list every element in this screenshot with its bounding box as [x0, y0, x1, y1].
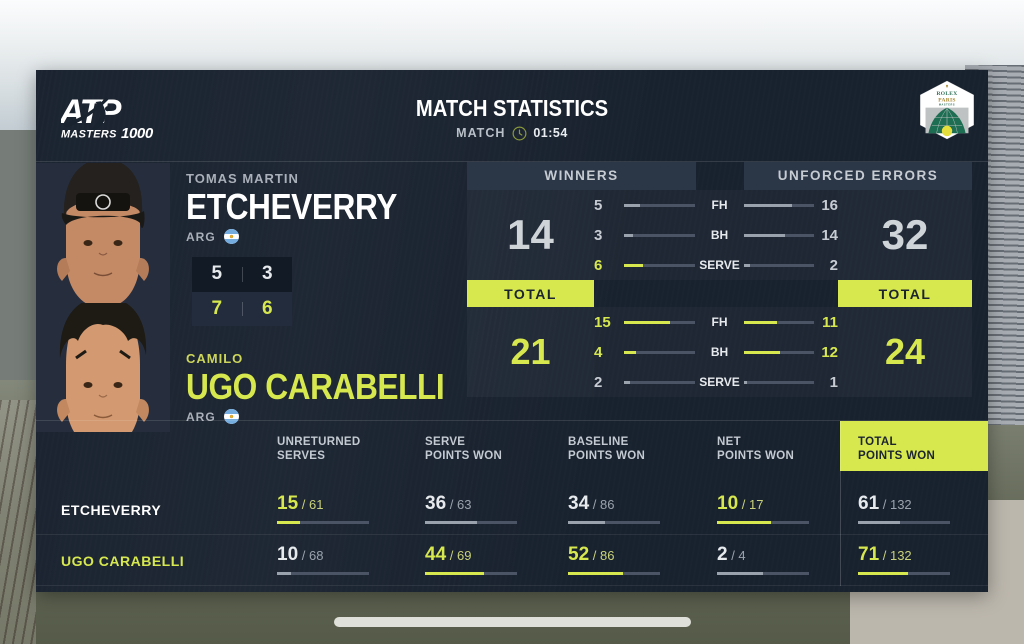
- svg-text:ROLEX: ROLEX: [936, 91, 957, 97]
- svg-text:PARIS: PARIS: [938, 97, 956, 103]
- svg-text:MASTERS: MASTERS: [939, 104, 955, 107]
